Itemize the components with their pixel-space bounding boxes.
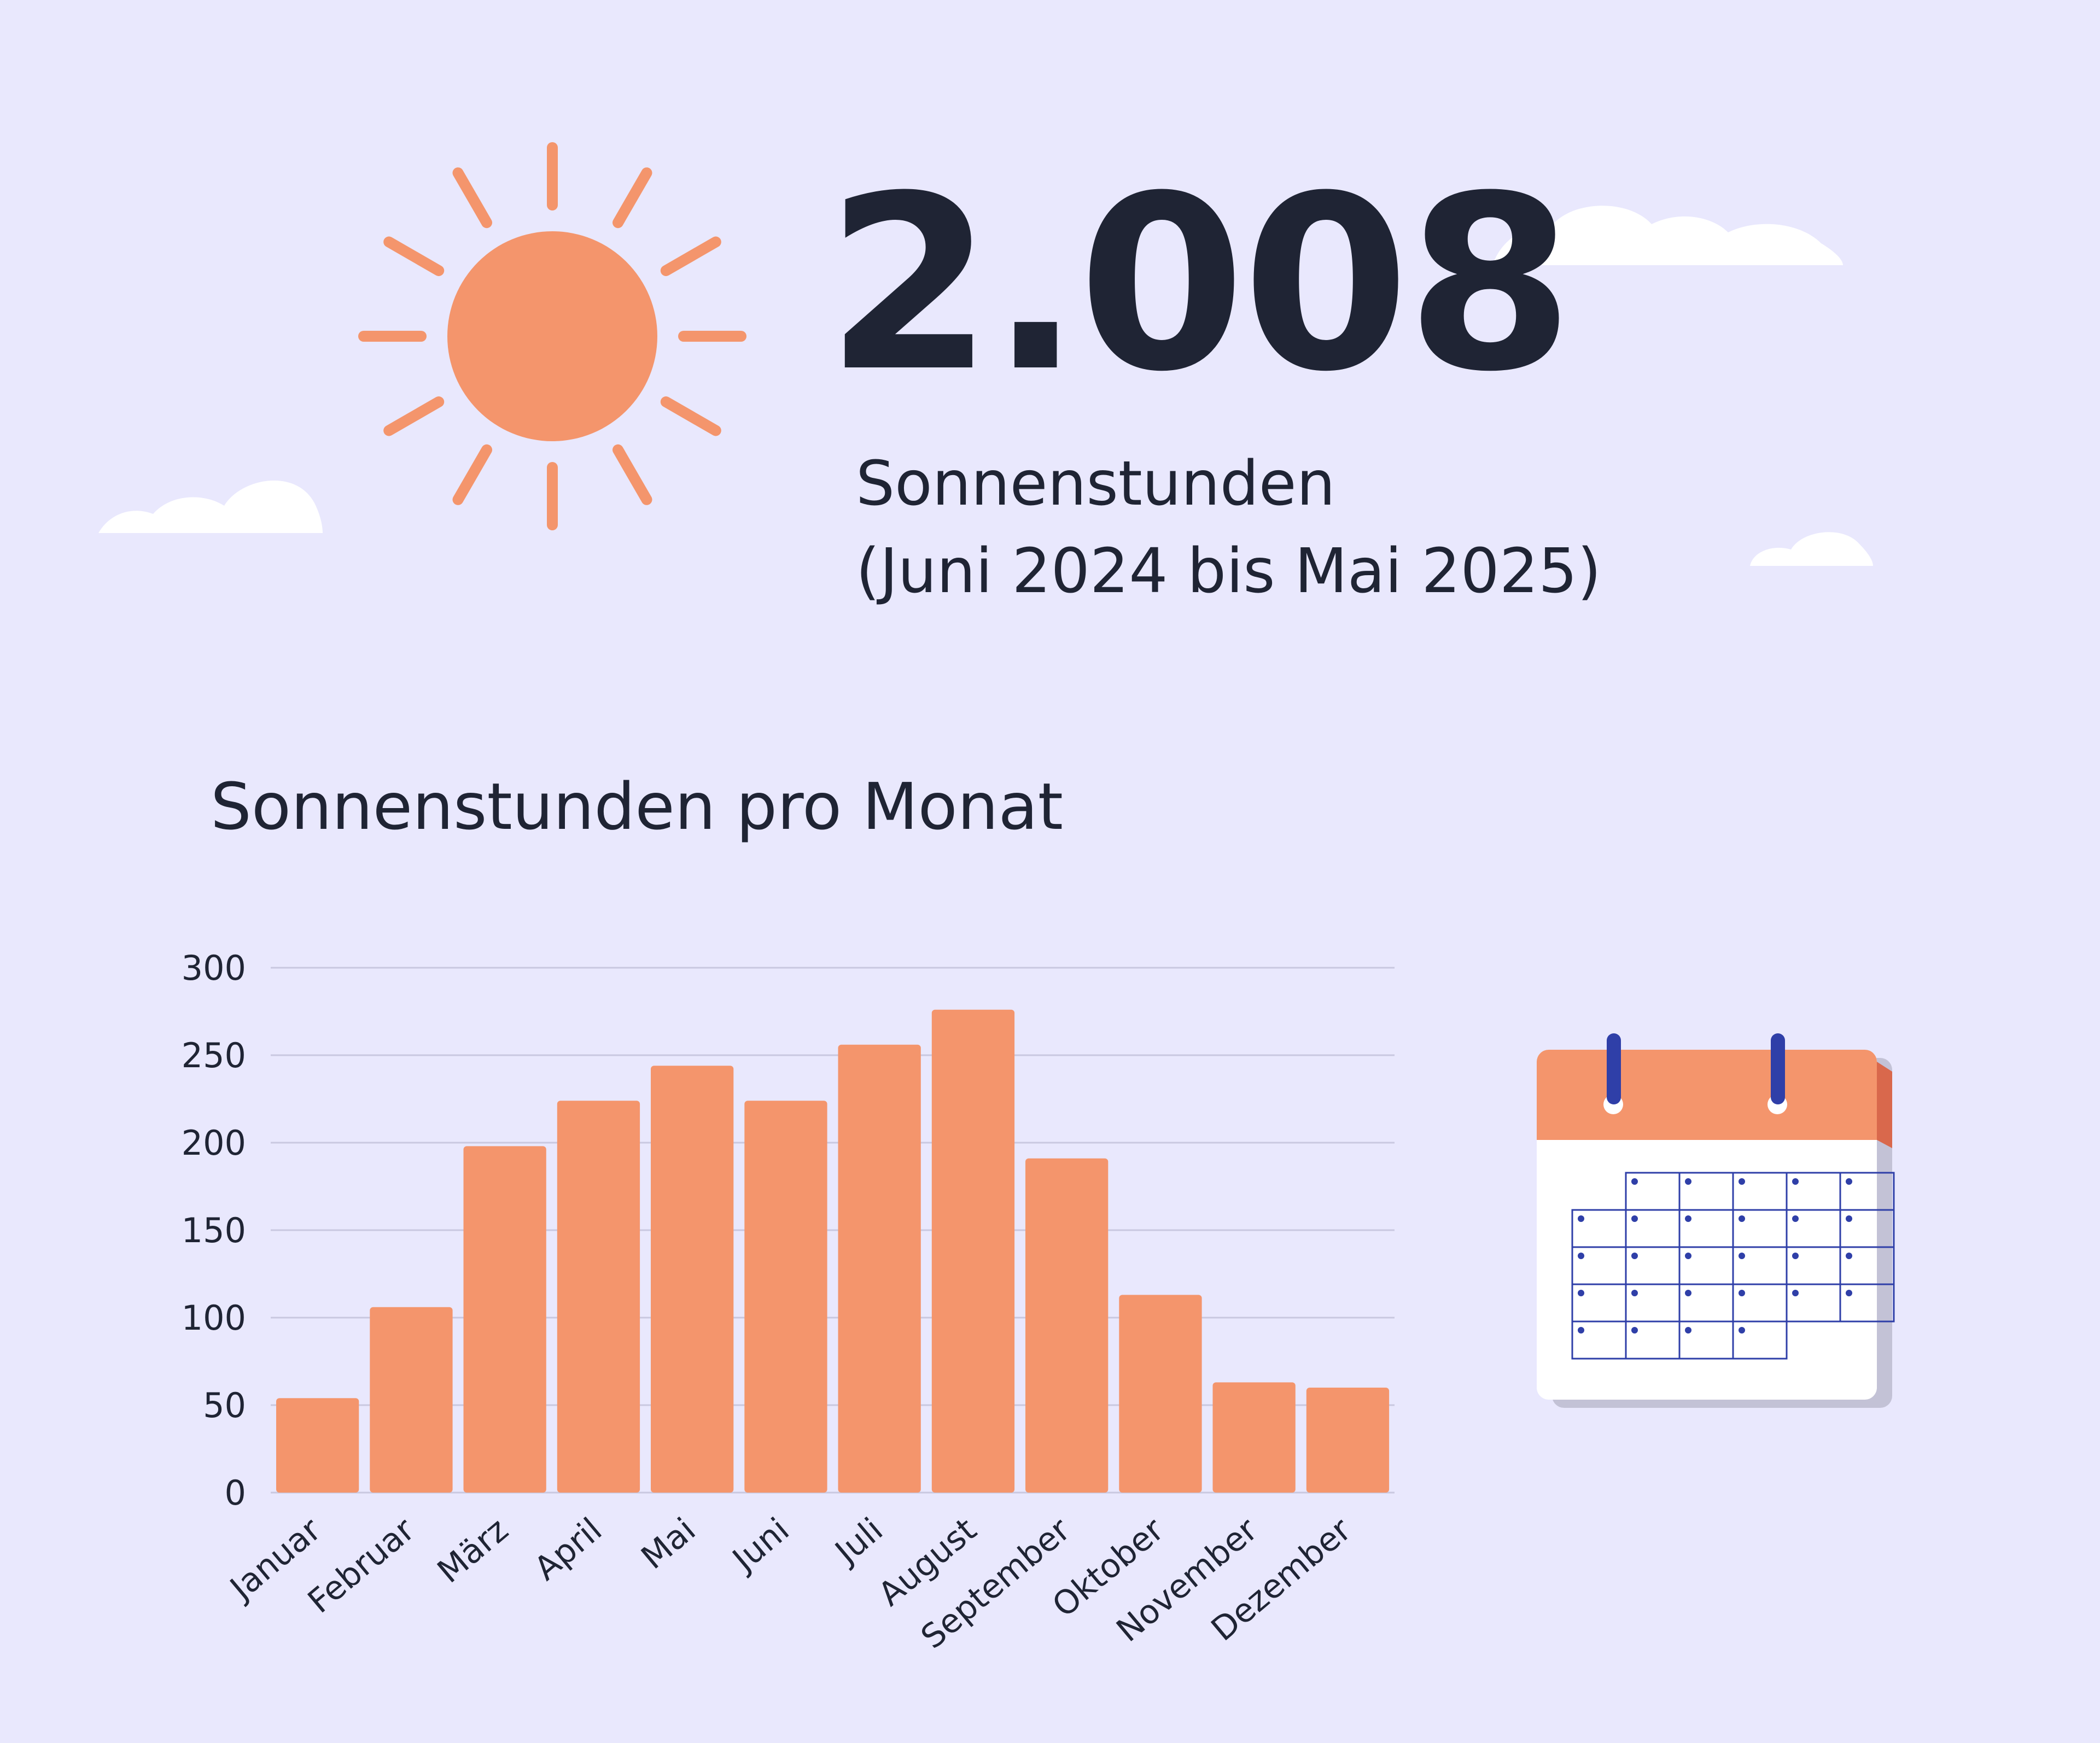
- sun-ray: [612, 444, 652, 505]
- calendar-dot: [1792, 1253, 1799, 1259]
- calendar-dot: [1685, 1253, 1691, 1259]
- calendar-dot: [1685, 1178, 1691, 1185]
- bar-oktober: [1119, 1295, 1202, 1493]
- bar-juni: [744, 1101, 827, 1493]
- x-tick-label: Juli: [826, 1511, 890, 1572]
- calendar-dot: [1846, 1290, 1852, 1296]
- calendar-dot: [1631, 1253, 1638, 1259]
- calendar-dot: [1631, 1215, 1638, 1222]
- sun-ray: [452, 444, 492, 505]
- calendar-dot: [1631, 1178, 1638, 1185]
- sun-icon: [350, 134, 755, 539]
- x-tick-label: Mai: [634, 1511, 703, 1577]
- calendar-dot: [1739, 1327, 1745, 1333]
- bar-november: [1212, 1382, 1296, 1493]
- calendar-dot: [1846, 1215, 1852, 1222]
- calendar-dot: [1739, 1253, 1745, 1259]
- bar-august: [931, 1009, 1015, 1493]
- bar-märz: [463, 1146, 546, 1493]
- calendar-dot: [1846, 1178, 1852, 1185]
- y-tick-label: 0: [225, 1473, 246, 1513]
- calendar-cell: [1732, 1320, 1788, 1360]
- y-axis-ticks: 0 50 100 150 200 250 300: [182, 948, 246, 1513]
- x-tick-label: Juni: [724, 1511, 797, 1580]
- chart-gridlines: [271, 967, 1395, 1494]
- total-sunshine-label: Sonnenstunden (Juni 2024 bis Mai 2025): [856, 440, 1601, 615]
- calendar-cell: [1839, 1283, 1895, 1323]
- y-tick-label: 150: [182, 1210, 246, 1250]
- sun-ray: [383, 396, 445, 436]
- calendar-dot: [1739, 1290, 1745, 1296]
- total-sunshine-hours: 2.008: [826, 144, 1574, 424]
- calendar-dot: [1792, 1178, 1799, 1185]
- bar-februar: [370, 1307, 453, 1493]
- sun-ray: [612, 167, 652, 229]
- calendar-dot: [1578, 1215, 1584, 1222]
- x-tick-label: April: [527, 1511, 609, 1588]
- y-tick-label: 250: [182, 1036, 246, 1075]
- x-tick-label: Februar: [301, 1511, 422, 1621]
- bar-januar: [276, 1398, 359, 1493]
- bar-september: [1025, 1158, 1109, 1493]
- calendar-dot: [1631, 1327, 1638, 1333]
- x-tick-label: März: [430, 1511, 516, 1591]
- bar-mai: [651, 1066, 734, 1493]
- calendar-dot: [1792, 1215, 1799, 1222]
- y-tick-label: 50: [203, 1385, 246, 1425]
- chart-title: Sonnenstunden pro Monat: [211, 769, 1064, 844]
- calendar-dot: [1578, 1253, 1584, 1259]
- calendar-dot: [1578, 1290, 1584, 1296]
- cloud-icon: [1750, 525, 1873, 566]
- y-tick-label: 200: [182, 1123, 246, 1163]
- sun-ray: [660, 236, 721, 276]
- calendar-dot: [1685, 1327, 1691, 1333]
- calendar-dot: [1685, 1290, 1691, 1296]
- total-label-unit: Sonnenstunden: [856, 448, 1335, 519]
- bar-juli: [838, 1044, 921, 1493]
- calendar-dot: [1846, 1253, 1852, 1259]
- cloud-icon: [98, 462, 323, 533]
- sun-ray: [452, 167, 492, 229]
- sun-ray: [383, 236, 445, 276]
- calendar-dot: [1739, 1178, 1745, 1185]
- bar-april: [557, 1101, 640, 1493]
- total-label-period: (Juni 2024 bis Mai 2025): [856, 536, 1601, 607]
- calendar-dot: [1631, 1290, 1638, 1296]
- y-tick-label: 100: [182, 1298, 246, 1338]
- cloud-icon: [1493, 200, 1843, 265]
- y-tick-label: 300: [182, 948, 246, 988]
- chart-bars: [276, 1009, 1390, 1493]
- calendar-dot: [1739, 1215, 1745, 1222]
- calendar-dot: [1685, 1215, 1691, 1222]
- calendar-icon: [1537, 1033, 1898, 1416]
- calendar-dot: [1578, 1327, 1584, 1333]
- calendar-dot: [1792, 1290, 1799, 1296]
- sun-ray: [660, 396, 721, 436]
- bar-dezember: [1306, 1388, 1390, 1493]
